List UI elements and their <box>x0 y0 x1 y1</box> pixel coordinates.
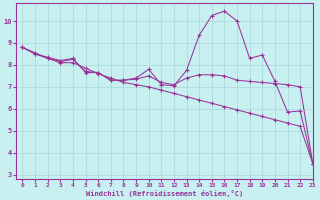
X-axis label: Windchill (Refroidissement éolien,°C): Windchill (Refroidissement éolien,°C) <box>86 190 243 197</box>
